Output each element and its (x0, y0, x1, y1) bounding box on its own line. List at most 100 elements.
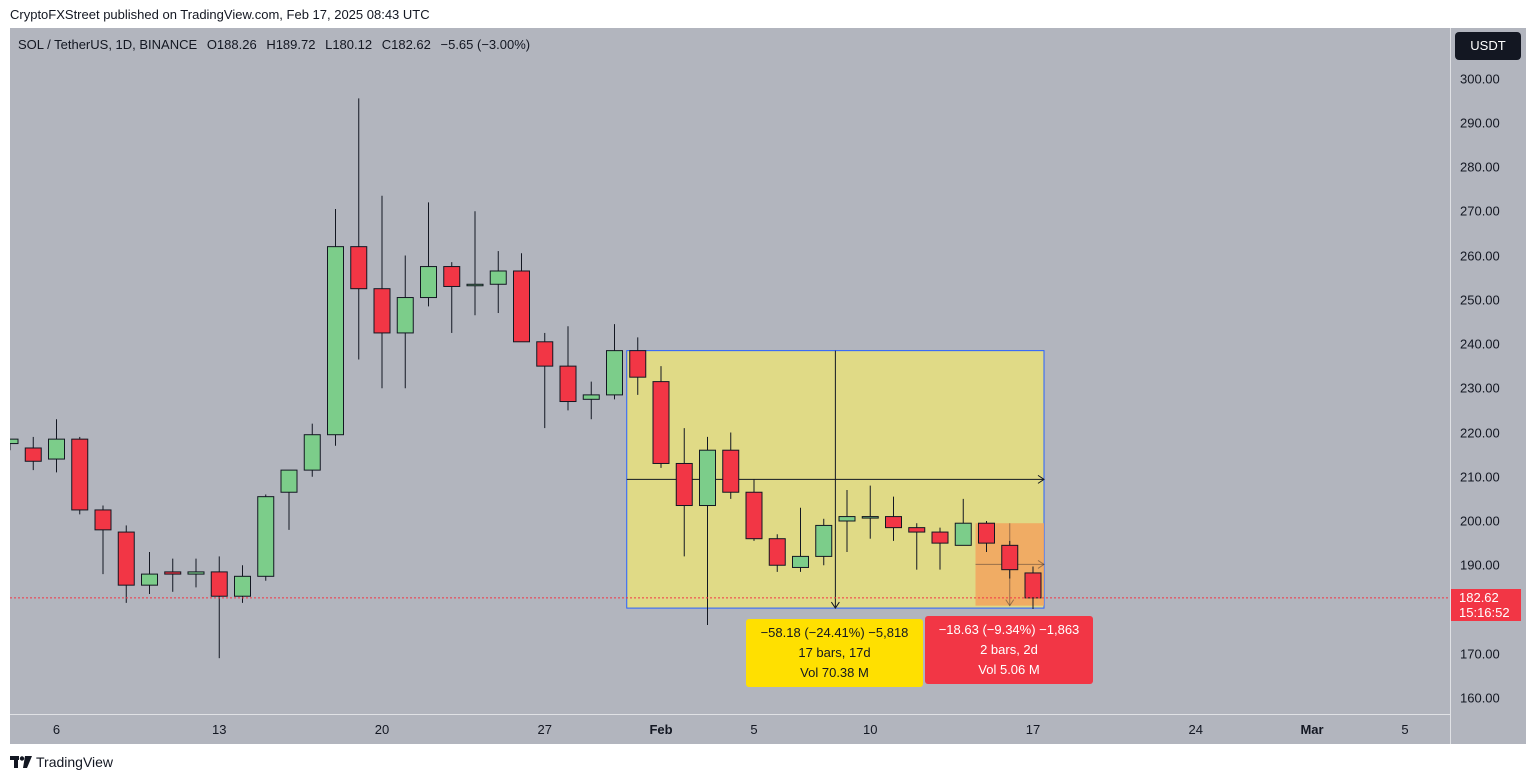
candle[interactable] (234, 565, 251, 603)
candle[interactable] (536, 332, 554, 429)
candle[interactable] (838, 490, 856, 552)
candle[interactable] (420, 202, 437, 307)
price-tick-label: 230.00 (1460, 380, 1500, 396)
candle[interactable] (117, 525, 135, 603)
legend-open: O188.26 (206, 37, 257, 52)
time-tick-label: 5 (750, 722, 758, 737)
candle-body (815, 524, 833, 557)
candle[interactable] (606, 324, 623, 400)
legend-high: H189.72 (266, 37, 316, 52)
time-tick-label: 5 (1401, 722, 1409, 737)
price-tick-label: 270.00 (1460, 203, 1500, 219)
candle-body (838, 516, 856, 522)
candle[interactable] (466, 211, 484, 316)
candle[interactable] (675, 428, 693, 557)
candle-body (141, 573, 158, 586)
legend-symbol[interactable]: SOL / TetherUS, 1D, BINANCE (18, 37, 198, 52)
price-axis-separator (1450, 28, 1451, 744)
candle-body (71, 438, 89, 511)
bar-countdown: 15:16:52 (1459, 604, 1510, 620)
candle[interactable] (745, 478, 763, 541)
price-tick-label: 190.00 (1460, 557, 1500, 573)
candle-body (24, 447, 42, 462)
candle[interactable] (792, 507, 809, 572)
footer-brand-label: TradingView (36, 754, 114, 770)
candle[interactable] (280, 469, 298, 530)
candle[interactable] (71, 436, 89, 515)
measure-small-price-arrowhead (1005, 599, 1015, 607)
candle[interactable] (350, 98, 368, 360)
time-tick-label: 17 (1025, 722, 1041, 737)
candle[interactable] (885, 496, 902, 541)
candle[interactable] (48, 419, 65, 473)
candle-body (861, 516, 879, 519)
candle[interactable] (187, 558, 205, 588)
candle[interactable] (815, 518, 833, 566)
candle-body (745, 491, 763, 540)
candle[interactable] (978, 521, 995, 552)
candle[interactable] (699, 436, 716, 625)
candle-body (373, 288, 391, 334)
candle-body (443, 266, 461, 287)
candle[interactable] (1024, 566, 1042, 609)
candle[interactable] (327, 209, 344, 446)
candle-body (885, 516, 902, 529)
candle-body (234, 575, 251, 597)
candle-body (1001, 544, 1019, 571)
candle[interactable] (396, 255, 414, 389)
candle-body (675, 462, 693, 507)
price-tick-label: 290.00 (1460, 115, 1500, 131)
candle-body (652, 381, 670, 464)
candle[interactable] (582, 381, 600, 420)
measure-small-change: −18.63 (−9.34%) −1,863 (938, 622, 1080, 637)
candle[interactable] (443, 262, 461, 333)
candle[interactable] (164, 558, 182, 592)
footer-brand[interactable]: TradingView (10, 754, 113, 770)
candle-body (10, 438, 19, 445)
candle[interactable] (722, 432, 740, 499)
measure-small-time-arrowhead (1037, 560, 1045, 569)
candle[interactable] (489, 251, 507, 314)
candle-body (931, 531, 949, 544)
candle[interactable] (94, 505, 112, 575)
price-tick-label: 220.00 (1460, 425, 1500, 440)
candle[interactable] (10, 438, 19, 451)
candle[interactable] (513, 253, 530, 343)
candle[interactable] (629, 337, 647, 395)
candle[interactable] (257, 494, 275, 581)
measure-main-bars: 17 bars, 17d (798, 645, 871, 660)
candle-body (350, 246, 368, 290)
candle[interactable] (768, 534, 786, 572)
candle[interactable] (908, 523, 926, 570)
time-tick-label: 13 (212, 722, 227, 737)
candle[interactable] (861, 485, 879, 539)
time-tick-label: 24 (1188, 722, 1203, 737)
candle-body (629, 350, 647, 378)
candle[interactable] (24, 436, 42, 471)
candle[interactable] (141, 551, 158, 595)
candle[interactable] (931, 527, 949, 570)
currency-badge[interactable]: USDT (1455, 32, 1521, 60)
measure-main[interactable] (626, 350, 1045, 609)
measure-small-bars: 2 bars, 2d (980, 642, 1038, 657)
candle[interactable] (210, 556, 228, 659)
candle[interactable] (559, 326, 577, 411)
candle-body (954, 522, 972, 546)
candle[interactable] (954, 498, 972, 546)
candle[interactable] (373, 195, 391, 389)
price-tick-label: 300.00 (1460, 71, 1500, 86)
time-tick-label: 10 (863, 722, 878, 737)
price-tick-label: 160.00 (1460, 690, 1500, 706)
measure-stats-small[interactable]: −18.63 (−9.34%) −1,863 2 bars, 2d Vol 5.… (925, 616, 1093, 684)
candle-body (908, 527, 926, 533)
candle-body (420, 266, 437, 299)
candle-body (48, 438, 65, 460)
candle[interactable] (652, 366, 670, 468)
measure-main-price-arrowhead (830, 601, 840, 609)
candle-body (303, 434, 321, 471)
price-tick-label: 200.00 (1460, 513, 1500, 529)
candle[interactable] (1001, 540, 1019, 579)
candle[interactable] (303, 423, 321, 477)
chart-plot-area[interactable] (10, 28, 1450, 714)
measure-stats-main[interactable]: −58.18 (−24.41%) −5,818 17 bars, 17d Vol… (746, 619, 923, 687)
